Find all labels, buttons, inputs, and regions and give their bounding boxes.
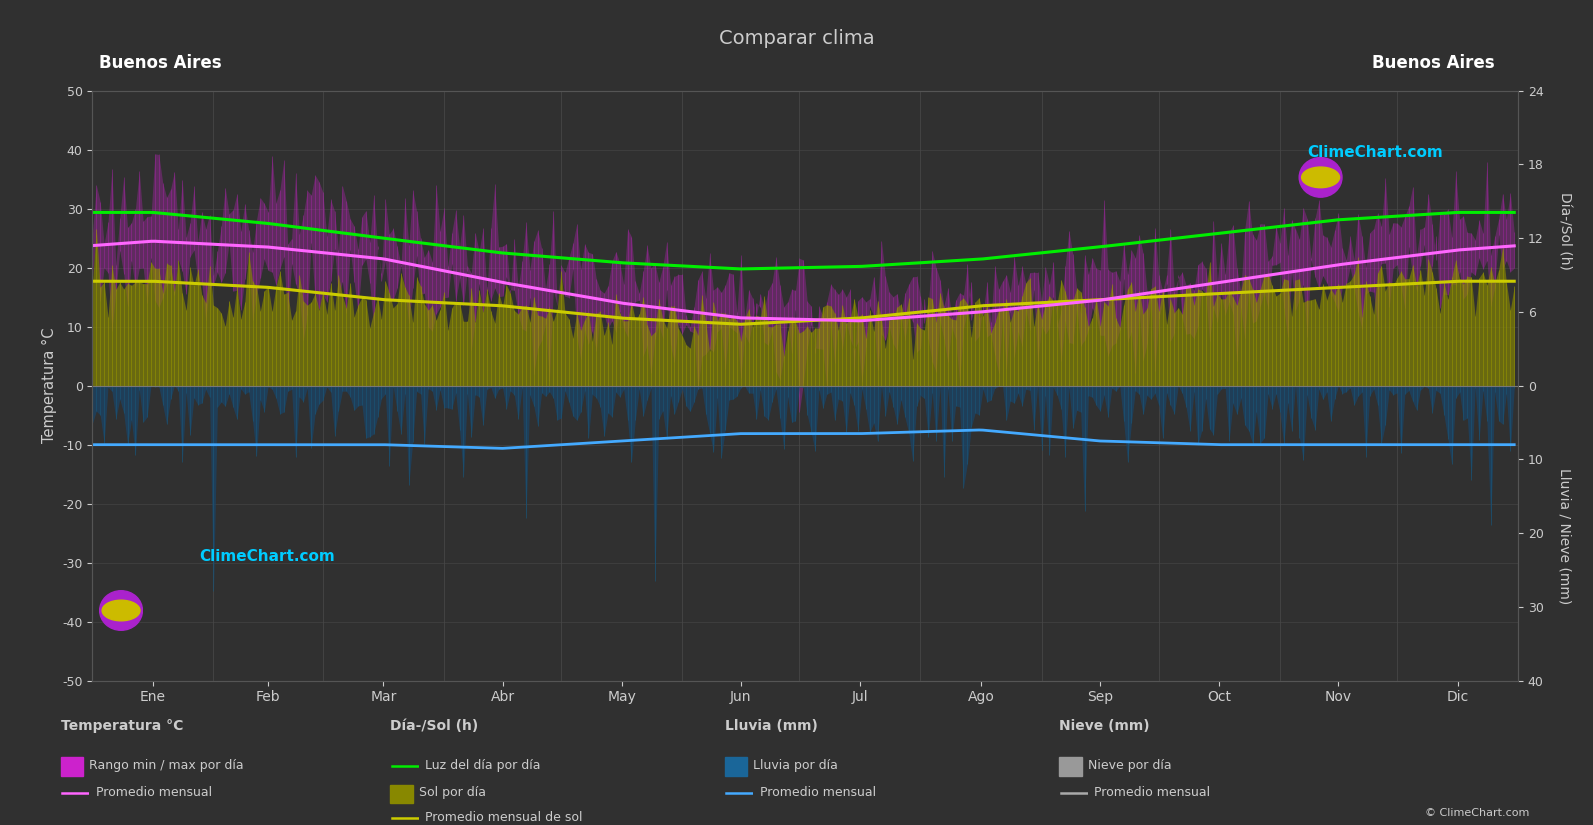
Ellipse shape bbox=[1301, 167, 1340, 188]
Text: © ClimeChart.com: © ClimeChart.com bbox=[1424, 808, 1529, 818]
Ellipse shape bbox=[102, 601, 140, 620]
Text: Lluvia (mm): Lluvia (mm) bbox=[725, 719, 817, 733]
Text: Promedio mensual: Promedio mensual bbox=[1094, 786, 1211, 799]
Text: Buenos Aires: Buenos Aires bbox=[99, 54, 221, 72]
Text: Día-/Sol (h): Día-/Sol (h) bbox=[1558, 192, 1571, 270]
Text: Nieve por día: Nieve por día bbox=[1088, 759, 1171, 772]
Text: Promedio mensual: Promedio mensual bbox=[760, 786, 876, 799]
Circle shape bbox=[1300, 158, 1341, 197]
Text: ClimeChart.com: ClimeChart.com bbox=[1308, 145, 1443, 160]
Y-axis label: Temperatura °C: Temperatura °C bbox=[41, 328, 57, 444]
Text: Promedio mensual: Promedio mensual bbox=[96, 786, 212, 799]
Text: Lluvia / Nieve (mm): Lluvia / Nieve (mm) bbox=[1558, 468, 1571, 605]
Circle shape bbox=[100, 591, 142, 630]
Text: ClimeChart.com: ClimeChart.com bbox=[199, 549, 335, 564]
Text: Lluvia por día: Lluvia por día bbox=[753, 759, 838, 772]
Text: Promedio mensual de sol: Promedio mensual de sol bbox=[425, 811, 583, 824]
Text: Sol por día: Sol por día bbox=[419, 786, 486, 799]
Text: Día-/Sol (h): Día-/Sol (h) bbox=[390, 719, 478, 733]
Text: Nieve (mm): Nieve (mm) bbox=[1059, 719, 1150, 733]
Text: Buenos Aires: Buenos Aires bbox=[1372, 54, 1494, 72]
Text: Temperatura °C: Temperatura °C bbox=[61, 719, 183, 733]
Text: Comparar clima: Comparar clima bbox=[718, 29, 875, 48]
Text: Luz del día por día: Luz del día por día bbox=[425, 759, 542, 772]
Text: Rango min / max por día: Rango min / max por día bbox=[89, 759, 244, 772]
